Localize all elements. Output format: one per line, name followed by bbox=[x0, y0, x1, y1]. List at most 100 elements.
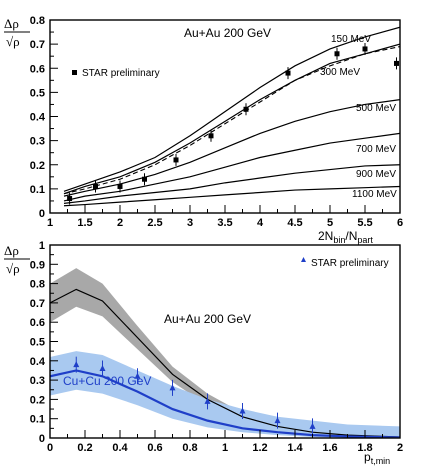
bottom-data-point bbox=[169, 384, 176, 391]
top-y-tick-label: 0.7 bbox=[30, 39, 45, 51]
bottom-data-point bbox=[134, 372, 141, 379]
bottom-ticks: 0 0.2 0.4 0.6 0.8 1 1.2 1.4 1.6 1.8 2 0 0.1 0.2 0.3 0.4… bbox=[30, 240, 403, 454]
top-frame bbox=[49, 19, 401, 214]
bottom-data-point bbox=[99, 365, 106, 372]
bottom-x-tick-label: 1 bbox=[222, 442, 228, 454]
top-data-point bbox=[243, 106, 249, 112]
top-data-point bbox=[117, 183, 123, 189]
curve-label-500: 500 MeV bbox=[356, 103, 396, 114]
top-data-point bbox=[93, 183, 98, 189]
top-data-point bbox=[334, 51, 340, 57]
bottom-plot-area bbox=[50, 268, 400, 438]
top-data-point bbox=[285, 70, 291, 76]
top-legend: STAR preliminary bbox=[72, 68, 160, 79]
bottom-x-tick-label: 1.4 bbox=[287, 442, 303, 454]
bottom-x-axis-title: pt,min bbox=[364, 450, 390, 466]
top-x-tick-label: 1 bbox=[47, 217, 53, 229]
bottom-legend-label: STAR preliminary bbox=[311, 258, 389, 269]
top-series-layer bbox=[63, 26, 400, 207]
top-data-point bbox=[173, 157, 179, 163]
top-data-point bbox=[208, 133, 214, 139]
top-x-tick-label: 3 bbox=[187, 217, 193, 229]
top-y-tick-label: 0.4 bbox=[30, 112, 46, 124]
top-y-title-num: Δρ bbox=[4, 16, 19, 31]
bottom-data-point bbox=[274, 417, 281, 424]
top-panel: 1 1.5 2 2.5 3 3.5 4 4.5 5 5.5 6 0 0.1 0.2 0.3 0.4 0.5 0.6… bbox=[4, 15, 403, 245]
top-x-tick-label: 4 bbox=[257, 217, 264, 229]
bottom-y-tick-label: 0.2 bbox=[30, 394, 45, 406]
top-y-tick-label: 0.3 bbox=[30, 136, 45, 148]
bottom-y-axis-title: Δρ √ρ bbox=[4, 243, 30, 276]
bottom-x-tick-label: 0 bbox=[47, 442, 53, 454]
curve-label-150: 150 MeV bbox=[331, 34, 371, 45]
top-y-axis-title: Δρ √ρ bbox=[4, 16, 30, 49]
top-y-tick-label: 0.6 bbox=[30, 63, 45, 75]
bottom-y-tick-label: 1 bbox=[39, 240, 45, 252]
top-x-tick-label: 2 bbox=[117, 217, 123, 229]
bottom-y-tick-label: 0.5 bbox=[30, 337, 45, 349]
bottom-data-point bbox=[309, 422, 316, 429]
bottom-y-tick-label: 0.6 bbox=[30, 317, 45, 329]
top-x-tick-label: 4.5 bbox=[287, 217, 302, 229]
bottom-x-tick-label: 0.2 bbox=[77, 442, 92, 454]
top-curve-2 bbox=[63, 43, 400, 195]
bottom-y-tick-label: 0.1 bbox=[30, 414, 45, 426]
top-curve-1 bbox=[63, 26, 400, 192]
curve-label-900: 900 MeV bbox=[356, 169, 396, 180]
top-data-point bbox=[67, 196, 73, 202]
top-curve-4 bbox=[63, 99, 400, 197]
top-ticks: 1 1.5 2 2.5 3 3.5 4 4.5 5 5.5 6 0 0.1 0.2 0.3 0.4 0.5 0.6… bbox=[30, 15, 403, 229]
top-y-tick-label: 0.1 bbox=[30, 184, 45, 196]
curve-label-300: 300 MeV bbox=[320, 67, 360, 78]
bottom-y-tick-label: 0.4 bbox=[30, 356, 46, 368]
bottom-x-tick-label: 0.6 bbox=[147, 442, 162, 454]
top-y-title-den: √ρ bbox=[6, 34, 20, 49]
bottom-y-tick-label: 0.7 bbox=[30, 298, 45, 310]
top-data-point bbox=[394, 60, 399, 66]
bottom-data-point bbox=[239, 407, 246, 414]
top-y-tick-label: 0.8 bbox=[30, 15, 45, 27]
top-legend-label: STAR preliminary bbox=[82, 68, 160, 79]
bottom-y-title-den: √ρ bbox=[6, 261, 20, 276]
bottom-series-layer bbox=[50, 268, 400, 438]
legend-triangle-marker bbox=[301, 257, 306, 262]
top-curve-3 bbox=[63, 45, 400, 195]
bottom-band-1 bbox=[50, 268, 400, 438]
bottom-legend: STAR preliminary bbox=[301, 257, 389, 269]
top-curve-6 bbox=[63, 164, 400, 204]
top-x-tick-label: 6 bbox=[397, 217, 403, 229]
legend-square-marker bbox=[72, 70, 77, 75]
label-cucu: Cu+Cu 200 GeV bbox=[63, 374, 151, 388]
label-auau: Au+Au 200 GeV bbox=[164, 312, 251, 326]
top-x-tick-label: 2.5 bbox=[147, 217, 162, 229]
top-data-point bbox=[142, 176, 147, 182]
curve-label-700: 700 MeV bbox=[356, 144, 396, 155]
top-y-tick-label: 0.2 bbox=[30, 160, 45, 172]
bottom-panel: 0 0.2 0.4 0.6 0.8 1 1.2 1.4 1.6 1.8 2 0 0.1 0.2 0.3 0.4… bbox=[4, 240, 403, 466]
bottom-y-tick-label: 0 bbox=[39, 433, 45, 445]
bottom-x-tick-label: 0.8 bbox=[182, 442, 197, 454]
bottom-y-title-num: Δρ bbox=[4, 243, 19, 258]
bottom-data-point bbox=[73, 361, 80, 368]
bottom-x-tick-label: 1.2 bbox=[252, 442, 267, 454]
bottom-x-tick-label: 1.8 bbox=[357, 442, 372, 454]
top-curve-5 bbox=[63, 132, 400, 202]
top-y-tick-label: 0.5 bbox=[30, 87, 45, 99]
top-x-axis-title: 2Nbin/Npart bbox=[318, 229, 373, 245]
curve-label-1100: 1100 MeV bbox=[352, 189, 397, 200]
top-x-tick-label: 5.5 bbox=[357, 217, 372, 229]
bottom-y-tick-label: 0.3 bbox=[30, 375, 45, 387]
bottom-y-tick-label: 0.9 bbox=[30, 259, 45, 271]
top-x-tick-label: 5 bbox=[327, 217, 333, 229]
bottom-data-point bbox=[204, 397, 211, 404]
bottom-x-tick-label: 0.4 bbox=[112, 442, 128, 454]
top-x-tick-label: 3.5 bbox=[217, 217, 232, 229]
top-x-tick-label: 1.5 bbox=[77, 217, 92, 229]
top-title: Au+Au 200 GeV bbox=[184, 26, 271, 40]
bottom-y-tick-label: 0.8 bbox=[30, 279, 45, 291]
top-curve-7 bbox=[63, 185, 400, 207]
top-plot-area bbox=[63, 26, 400, 207]
bottom-x-tick-label: 2 bbox=[397, 442, 403, 454]
bottom-x-tick-label: 1.6 bbox=[322, 442, 337, 454]
